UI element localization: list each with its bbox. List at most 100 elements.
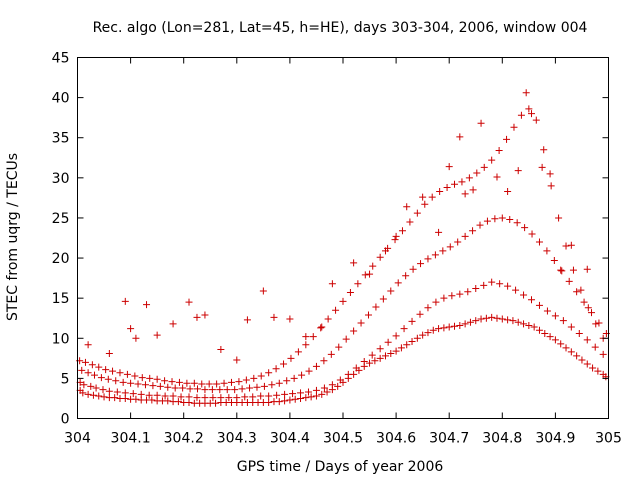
data-point xyxy=(436,187,444,195)
data-point xyxy=(233,394,241,402)
data-point xyxy=(408,317,416,325)
x-tick-label: 304 xyxy=(64,431,91,447)
data-point xyxy=(241,393,249,401)
data-point xyxy=(562,344,570,352)
data-point xyxy=(461,232,469,240)
data-point xyxy=(469,227,477,235)
data-point xyxy=(294,348,302,356)
data-point xyxy=(217,346,225,354)
data-point xyxy=(141,381,149,389)
data-point xyxy=(260,382,268,390)
data-point xyxy=(592,320,600,328)
data-point xyxy=(250,374,258,382)
data-point xyxy=(302,394,310,402)
data-point xyxy=(121,297,129,305)
y-tick-label: 5 xyxy=(61,371,70,387)
data-point xyxy=(461,190,469,198)
data-point xyxy=(510,123,518,131)
y-tick-label: 20 xyxy=(52,251,70,267)
data-point xyxy=(193,394,201,402)
data-point xyxy=(253,383,261,391)
data-point xyxy=(298,371,306,379)
data-point xyxy=(469,186,477,194)
data-point xyxy=(131,372,139,380)
data-point xyxy=(168,378,176,386)
data-point xyxy=(476,221,484,229)
data-point xyxy=(419,331,427,339)
data-point xyxy=(535,326,543,334)
data-point xyxy=(318,323,326,331)
data-point xyxy=(111,394,119,402)
data-point xyxy=(257,392,265,400)
data-point xyxy=(270,313,278,321)
data-point xyxy=(440,324,448,332)
y-tick-label: 45 xyxy=(52,51,70,67)
chart-title: Rec. algo (Lon=281, Lat=45, h=HE), days … xyxy=(93,20,588,36)
data-point xyxy=(242,376,250,384)
data-point xyxy=(89,391,97,399)
data-point xyxy=(233,356,241,364)
data-point xyxy=(424,329,432,337)
data-point xyxy=(443,183,451,191)
data-point xyxy=(541,329,549,337)
data-point xyxy=(514,167,522,175)
data-point xyxy=(493,173,501,181)
data-point xyxy=(535,238,543,246)
data-point xyxy=(281,390,289,398)
data-point xyxy=(297,389,305,397)
data-point xyxy=(286,396,294,404)
data-point xyxy=(409,265,417,273)
data-point xyxy=(465,174,473,182)
data-point xyxy=(334,382,342,390)
data-point xyxy=(472,285,480,293)
data-point xyxy=(454,238,462,246)
data-point xyxy=(429,326,437,334)
data-point xyxy=(79,389,87,397)
x-tick-label: 304.9 xyxy=(535,431,575,447)
data-point xyxy=(573,288,581,296)
data-point xyxy=(84,369,92,377)
data-point xyxy=(109,367,117,375)
data-point xyxy=(185,298,193,306)
data-point xyxy=(521,224,529,232)
data-point xyxy=(403,203,411,211)
data-point xyxy=(169,392,177,400)
data-point xyxy=(578,356,586,364)
data-point xyxy=(105,387,113,395)
data-point xyxy=(583,265,591,273)
data-point xyxy=(472,317,480,325)
data-point xyxy=(589,364,597,372)
data-point xyxy=(287,354,295,362)
data-point xyxy=(302,341,310,349)
data-point xyxy=(201,394,209,402)
data-point xyxy=(208,386,216,394)
data-point xyxy=(477,119,485,127)
data-point xyxy=(445,163,453,171)
data-point xyxy=(482,314,490,322)
data-point xyxy=(439,247,447,255)
data-point xyxy=(379,295,387,303)
data-point xyxy=(376,354,384,362)
data-point xyxy=(153,391,161,399)
data-point xyxy=(491,215,499,223)
data-point xyxy=(161,377,169,385)
data-point xyxy=(320,357,328,365)
data-point xyxy=(376,253,384,261)
data-point xyxy=(164,397,172,405)
data-point xyxy=(562,242,570,250)
data-point xyxy=(304,388,312,396)
data-point xyxy=(194,385,202,393)
data-point xyxy=(498,315,506,323)
data-point xyxy=(493,314,501,322)
data-point xyxy=(513,219,521,227)
data-point xyxy=(431,251,439,259)
data-point xyxy=(583,336,591,344)
data-point xyxy=(249,393,257,401)
data-point xyxy=(121,389,129,397)
data-point xyxy=(551,336,559,344)
data-point xyxy=(132,334,140,342)
x-tick-label: 304.5 xyxy=(323,431,363,447)
data-point xyxy=(231,386,239,394)
data-point xyxy=(186,385,194,393)
data-point xyxy=(357,319,365,327)
